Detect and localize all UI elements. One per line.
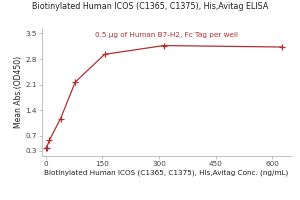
Point	[279, 45, 284, 49]
X-axis label: Biotinylated Human ICOS (C1365, C1375), His,Avitag Conc. (ng/mL): Biotinylated Human ICOS (C1365, C1375), …	[44, 170, 289, 176]
Point	[44, 147, 48, 150]
Point	[102, 53, 107, 56]
Y-axis label: Mean Abs.(OD450): Mean Abs.(OD450)	[14, 56, 23, 128]
Point	[58, 117, 63, 120]
Point	[47, 138, 52, 142]
Point	[44, 146, 49, 149]
Text: 0.5 μg of Human B7-H2, Fc Tag per well: 0.5 μg of Human B7-H2, Fc Tag per well	[95, 32, 238, 38]
Point	[161, 44, 166, 47]
Text: Biotinylated Human ICOS (C1365, C1375), His,Avitag ELISA: Biotinylated Human ICOS (C1365, C1375), …	[32, 2, 268, 11]
Point	[73, 81, 78, 84]
